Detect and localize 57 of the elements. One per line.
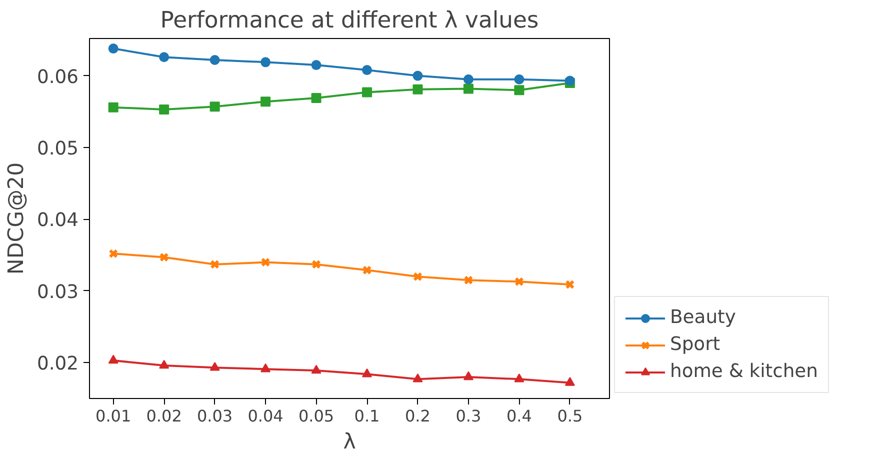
point bbox=[564, 377, 575, 386]
point bbox=[464, 275, 474, 285]
x-tick-label: 0.05 bbox=[298, 406, 334, 426]
point bbox=[260, 363, 271, 372]
x-tick-label: 0.02 bbox=[146, 406, 182, 426]
point bbox=[362, 368, 372, 378]
y-tick-label: 0.04 bbox=[36, 210, 79, 232]
x-tick-label: 0.3 bbox=[456, 406, 482, 426]
point bbox=[260, 96, 271, 107]
point bbox=[412, 70, 423, 81]
y-tick-label: 0.05 bbox=[36, 138, 79, 160]
point bbox=[260, 258, 270, 267]
point bbox=[514, 85, 524, 96]
point bbox=[514, 74, 524, 84]
point bbox=[108, 44, 118, 54]
point bbox=[362, 87, 372, 98]
point bbox=[210, 362, 220, 371]
y-tick-label: 0.03 bbox=[36, 282, 79, 303]
point bbox=[463, 84, 474, 94]
x-tick-label: 0.03 bbox=[196, 406, 233, 426]
x-tick-label: 0.4 bbox=[506, 406, 532, 426]
x-axis-title: λ bbox=[343, 430, 356, 454]
point bbox=[311, 60, 322, 70]
point bbox=[362, 65, 372, 76]
chart-title: Performance at different λ values bbox=[160, 8, 539, 34]
point bbox=[413, 272, 422, 282]
y-tick-label: 0.06 bbox=[36, 66, 79, 88]
point bbox=[210, 102, 220, 112]
point bbox=[260, 57, 271, 68]
x-tick-label: 0.5 bbox=[557, 406, 583, 426]
legend-label: Sport bbox=[670, 334, 720, 355]
point bbox=[311, 93, 322, 104]
y-tick-label: 0.02 bbox=[36, 354, 79, 375]
point bbox=[210, 55, 220, 66]
point bbox=[159, 104, 170, 114]
point bbox=[463, 74, 474, 84]
x-tick-label: 0.01 bbox=[96, 406, 132, 426]
point bbox=[412, 373, 423, 382]
point bbox=[412, 84, 423, 94]
x-tick-label: 0.2 bbox=[405, 406, 430, 426]
y-axis-title: NDCG@20 bbox=[4, 162, 29, 275]
point bbox=[463, 371, 474, 380]
legend-label: home & kitchen bbox=[670, 361, 818, 382]
point bbox=[312, 260, 321, 270]
point bbox=[159, 360, 170, 369]
point bbox=[514, 373, 524, 382]
x-tick-label: 0.1 bbox=[354, 406, 380, 426]
legend-label: Beauty bbox=[670, 307, 736, 328]
point bbox=[108, 354, 118, 364]
point bbox=[210, 260, 220, 270]
point bbox=[159, 252, 169, 262]
point bbox=[362, 265, 372, 275]
point bbox=[514, 276, 524, 286]
point bbox=[311, 364, 322, 374]
x-tick-label: 0.04 bbox=[248, 406, 284, 426]
point bbox=[108, 102, 118, 112]
point bbox=[159, 52, 170, 62]
